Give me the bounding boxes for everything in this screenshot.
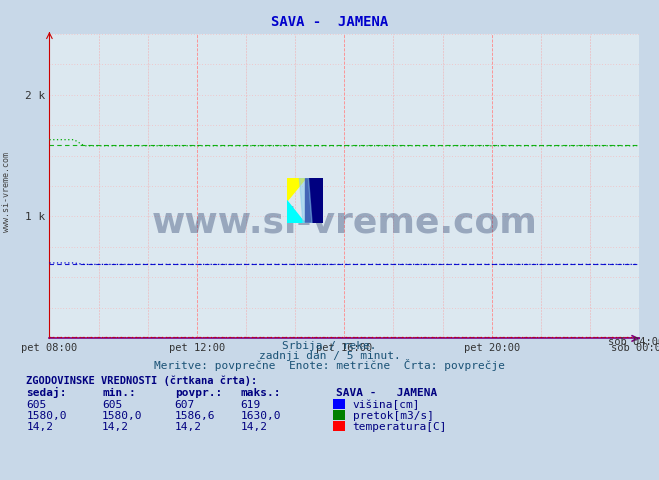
- Text: 14,2: 14,2: [241, 422, 268, 432]
- Text: temperatura[C]: temperatura[C]: [353, 422, 447, 432]
- Text: SAVA -  JAMENA: SAVA - JAMENA: [271, 14, 388, 29]
- Text: Srbija / reke.: Srbija / reke.: [282, 341, 377, 351]
- Text: 14,2: 14,2: [175, 422, 202, 432]
- Text: min.:: min.:: [102, 388, 136, 398]
- Text: maks.:: maks.:: [241, 388, 281, 398]
- Text: 1580,0: 1580,0: [102, 411, 142, 421]
- Text: www.si-vreme.com: www.si-vreme.com: [152, 205, 537, 240]
- Text: 605: 605: [102, 400, 123, 410]
- Text: sedaj:: sedaj:: [26, 387, 67, 398]
- Text: 1580,0: 1580,0: [26, 411, 67, 421]
- Text: 619: 619: [241, 400, 261, 410]
- Text: 607: 607: [175, 400, 195, 410]
- Polygon shape: [287, 178, 304, 201]
- Text: ZGODOVINSKE VREDNOSTI (črtkana črta):: ZGODOVINSKE VREDNOSTI (črtkana črta):: [26, 375, 258, 386]
- Text: povpr.:: povpr.:: [175, 388, 222, 398]
- Text: SAVA -   JAMENA: SAVA - JAMENA: [336, 388, 438, 398]
- Text: višina[cm]: višina[cm]: [353, 399, 420, 410]
- Text: 1630,0: 1630,0: [241, 411, 281, 421]
- Text: Meritve: povprečne  Enote: metrične  Črta: povprečje: Meritve: povprečne Enote: metrične Črta:…: [154, 359, 505, 371]
- Polygon shape: [304, 178, 323, 223]
- Text: 1586,6: 1586,6: [175, 411, 215, 421]
- Polygon shape: [299, 178, 312, 223]
- Text: 605: 605: [26, 400, 47, 410]
- Text: 14,2: 14,2: [102, 422, 129, 432]
- Polygon shape: [287, 201, 304, 223]
- Text: pretok[m3/s]: pretok[m3/s]: [353, 411, 434, 421]
- Text: zadnji dan / 5 minut.: zadnji dan / 5 minut.: [258, 351, 401, 361]
- Text: 14,2: 14,2: [26, 422, 53, 432]
- Text: www.si-vreme.com: www.si-vreme.com: [2, 152, 11, 232]
- Text: sob 04:00: sob 04:00: [608, 336, 659, 347]
